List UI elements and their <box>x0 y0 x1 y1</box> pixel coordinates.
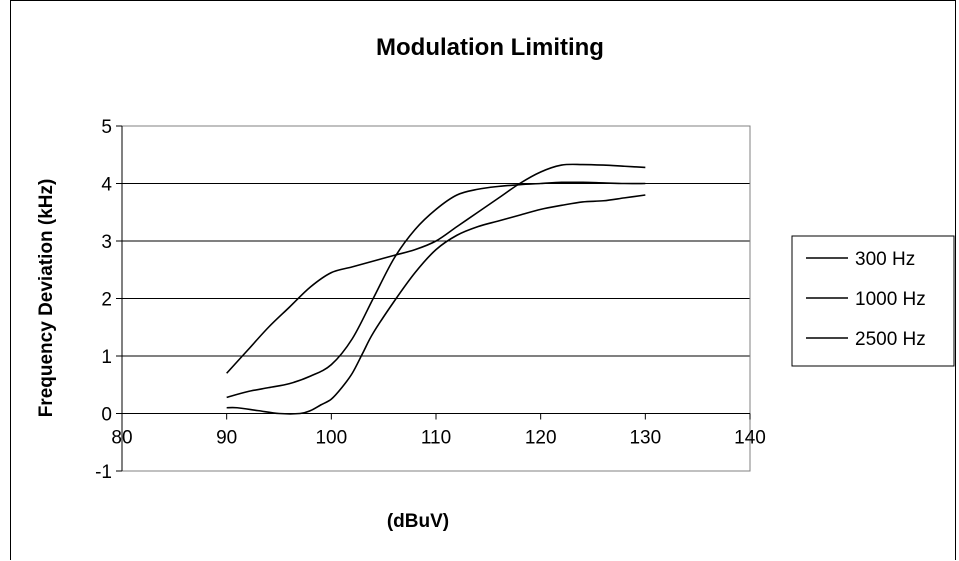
y-tick-label: 0 <box>101 405 112 426</box>
series-lines <box>226 163 646 415</box>
y-tick-labels: -1 0 1 2 3 4 5 <box>95 117 112 483</box>
x-tick-label: 120 <box>525 428 557 449</box>
y-axis-title: Frequency Deviation (kHz) <box>36 179 57 418</box>
legend-label: 300 Hz <box>855 249 915 270</box>
series-line-300-hz <box>226 163 646 374</box>
x-tick-labels: 80 90 100 110 120 130 140 <box>111 428 765 449</box>
y-tick-label: 1 <box>101 347 112 368</box>
y-tick-label: 5 <box>101 117 112 138</box>
series-line-2500-hz <box>226 194 646 415</box>
gridlines <box>122 183 750 414</box>
x-axis-title: (dBuV) <box>387 511 449 532</box>
x-tick-label: 130 <box>629 428 661 449</box>
legend-label: 1000 Hz <box>855 289 926 310</box>
x-tick-label: 110 <box>421 428 451 449</box>
y-tick-label: 4 <box>101 175 112 196</box>
x-tick-label: 100 <box>315 428 347 449</box>
y-tick-label: -1 <box>95 462 112 483</box>
series-line-1000-hz <box>226 181 646 399</box>
x-tick-label: 80 <box>111 428 132 449</box>
chart-title: Modulation Limiting <box>376 34 604 61</box>
x-tick-label: 90 <box>216 428 237 449</box>
axes <box>116 125 751 472</box>
y-tick-label: 3 <box>101 232 112 253</box>
legend: 300 Hz 1000 Hz 2500 Hz <box>791 235 955 367</box>
chart-frame <box>10 0 956 560</box>
y-tick-label: 2 <box>101 290 112 311</box>
legend-label: 2500 Hz <box>855 329 926 350</box>
x-tick-label: 140 <box>734 428 766 449</box>
